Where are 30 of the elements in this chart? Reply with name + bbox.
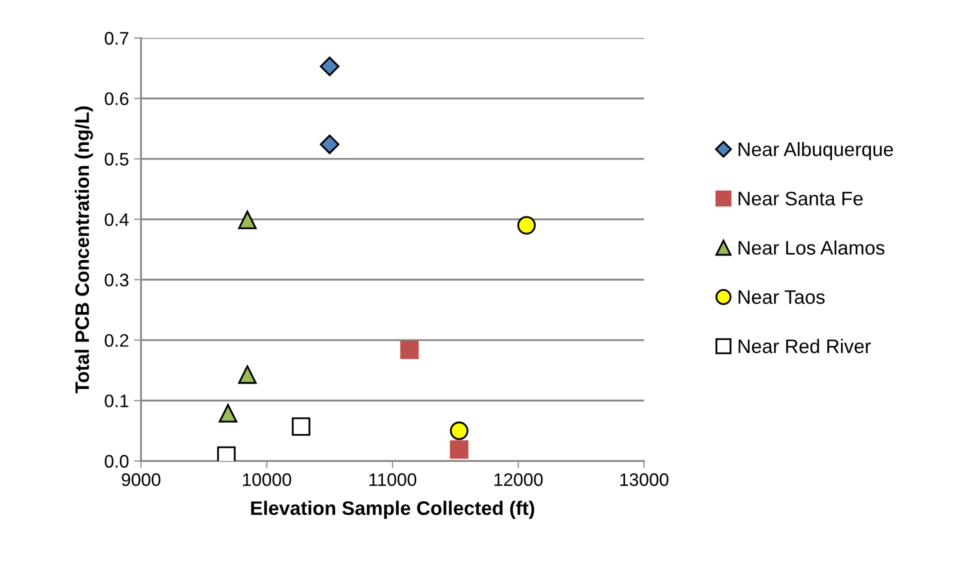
point — [238, 210, 257, 230]
y-tick-label: 0.1 — [104, 394, 128, 408]
y-tick-label: 0.5 — [104, 152, 128, 166]
legend-label: Near Red River — [738, 338, 871, 354]
x-tick-label: 12000 — [494, 473, 543, 486]
legend-label: Near Albuquerque — [738, 142, 893, 160]
y-tick-label: 0.0 — [104, 454, 128, 468]
point — [450, 440, 468, 459]
y-tick-label: 0.7 — [104, 32, 128, 45]
y-tick-label: 0.3 — [104, 274, 128, 286]
y-tick-label: 0.6 — [104, 92, 128, 106]
point — [218, 404, 238, 422]
point — [450, 422, 468, 440]
x-tick-label: 9000 — [122, 473, 160, 486]
x-axis-title: Elevation Sample Collected (ft) — [251, 500, 534, 519]
x-tick-label: 13000 — [620, 473, 668, 486]
legend-label: Near Santa Fe — [738, 192, 863, 206]
point — [517, 216, 536, 235]
x-tick-label: 11000 — [369, 473, 416, 486]
point — [320, 134, 340, 154]
point — [320, 56, 340, 76]
y-tick-label: 0.4 — [104, 213, 129, 226]
point — [400, 340, 419, 360]
y-axis-title: Total PCB Concentration (ng/L) — [74, 106, 93, 394]
x-tick-label: 10000 — [243, 473, 292, 486]
y-tick-label: 0.2 — [104, 334, 128, 347]
legend-label: Near Taos — [738, 290, 825, 304]
point — [238, 365, 257, 384]
legend-label: Near Los Alamos — [738, 240, 884, 255]
point — [292, 417, 310, 436]
